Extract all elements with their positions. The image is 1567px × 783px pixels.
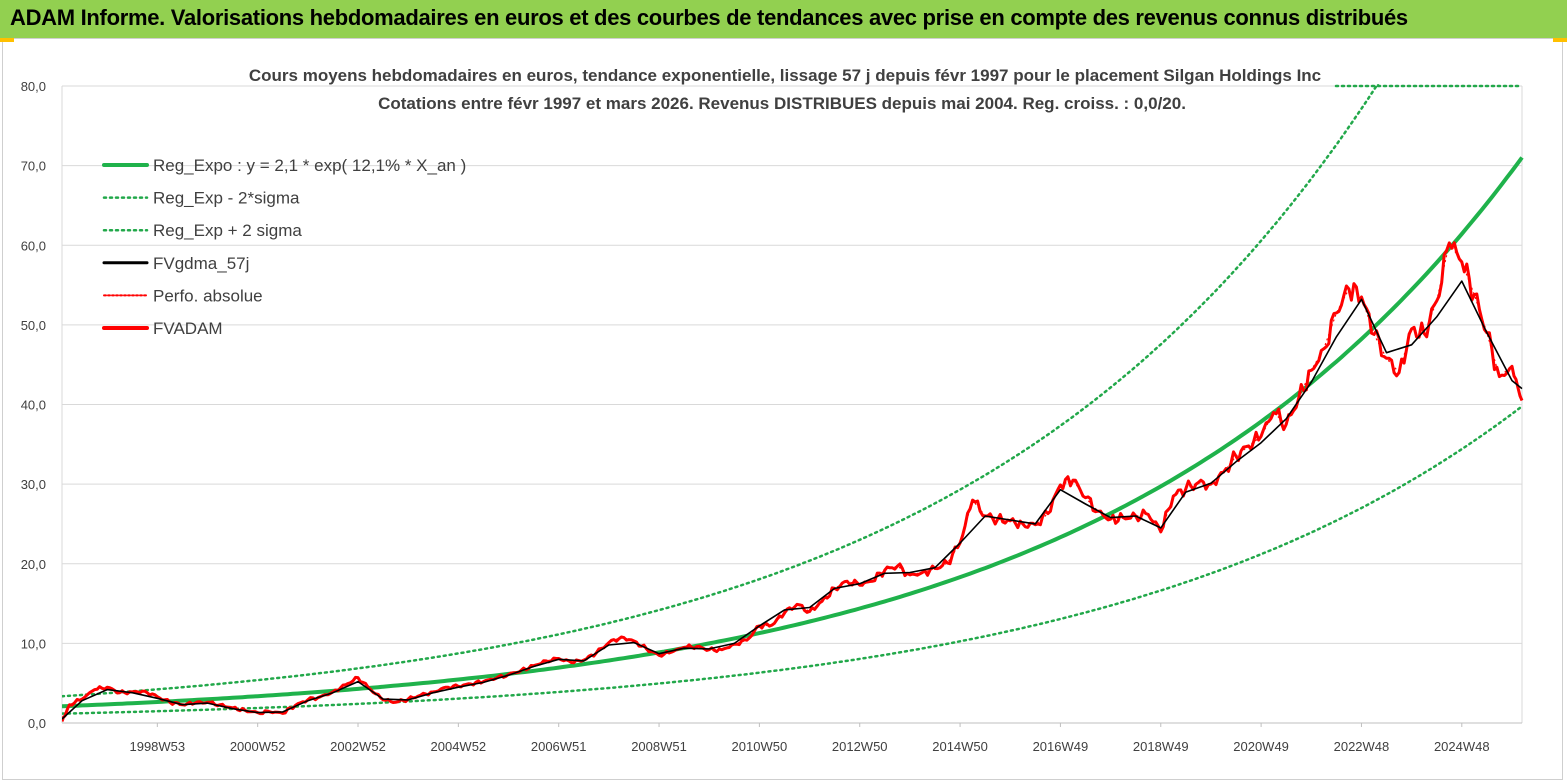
fvgdma-line xyxy=(62,280,1523,720)
y-tick-label: 80,0 xyxy=(21,79,46,94)
chart-curves xyxy=(62,84,1524,722)
y-axis-ticks: 0,0 10,0 20,0 30,0 40,0 50,0 60,0 70,0 80,0 xyxy=(21,79,46,731)
legend-label: FVgdma_57j xyxy=(153,254,249,273)
legend-label: Reg_Exp + 2 sigma xyxy=(153,221,302,240)
x-tick-label: 2004W52 xyxy=(431,739,487,754)
chart-title: Cours moyens hebdomadaires en euros, ten… xyxy=(249,66,1321,85)
y-tick-label: 0,0 xyxy=(28,716,46,731)
page-title: ADAM Informe. Valorisations hebdomadaire… xyxy=(10,5,1408,30)
y-tick-label: 40,0 xyxy=(21,398,46,413)
header-bar: ADAM Informe. Valorisations hebdomadaire… xyxy=(0,0,1567,38)
corner-accent-left xyxy=(0,38,14,42)
x-tick-label: 1998W53 xyxy=(129,739,185,754)
perfo-absolue-line xyxy=(62,241,1523,722)
legend-label: Reg_Exp - 2*sigma xyxy=(153,189,300,208)
chart-frame xyxy=(2,38,1563,780)
y-tick-label: 50,0 xyxy=(21,318,46,333)
x-tick-label: 2014W50 xyxy=(932,739,988,754)
reg-exp-lower-line xyxy=(62,405,1524,715)
x-axis-ticks: 1998W53 2000W52 2002W52 2004W52 2006W51 2008W… xyxy=(129,723,1490,754)
y-tick-label: 20,0 xyxy=(21,557,46,572)
x-tick-label: 2024W48 xyxy=(1434,739,1490,754)
x-tick-label: 2002W52 xyxy=(330,739,386,754)
reg-exp-upper-line xyxy=(62,84,1380,698)
fvadam-line xyxy=(62,241,1524,722)
y-tick-label: 60,0 xyxy=(21,238,46,253)
y-tick-label: 70,0 xyxy=(21,159,46,174)
y-tick-label: 30,0 xyxy=(21,477,46,492)
legend-label: FVADAM xyxy=(153,319,223,338)
x-tick-label: 2016W49 xyxy=(1033,739,1089,754)
corner-accent-right xyxy=(1553,38,1567,42)
chart-subtitle: Cotations entre févr 1997 et mars 2026. … xyxy=(378,94,1186,113)
x-tick-label: 2006W51 xyxy=(531,739,587,754)
x-tick-label: 2012W50 xyxy=(832,739,888,754)
gridlines xyxy=(61,85,1523,724)
legend-label: Reg_Expo : y = 2,1 * exp( 12,1% * X_an ) xyxy=(153,156,466,175)
x-tick-label: 2008W51 xyxy=(631,739,687,754)
x-tick-label: 2010W50 xyxy=(732,739,788,754)
legend: Reg_Expo : y = 2,1 * exp( 12,1% * X_an )… xyxy=(102,156,466,338)
y-tick-label: 10,0 xyxy=(21,636,46,651)
x-tick-label: 2000W52 xyxy=(230,739,286,754)
x-tick-label: 2020W49 xyxy=(1233,739,1289,754)
x-tick-label: 2022W48 xyxy=(1334,739,1390,754)
x-tick-label: 2018W49 xyxy=(1133,739,1189,754)
legend-label: Perfo. absolue xyxy=(153,286,263,305)
